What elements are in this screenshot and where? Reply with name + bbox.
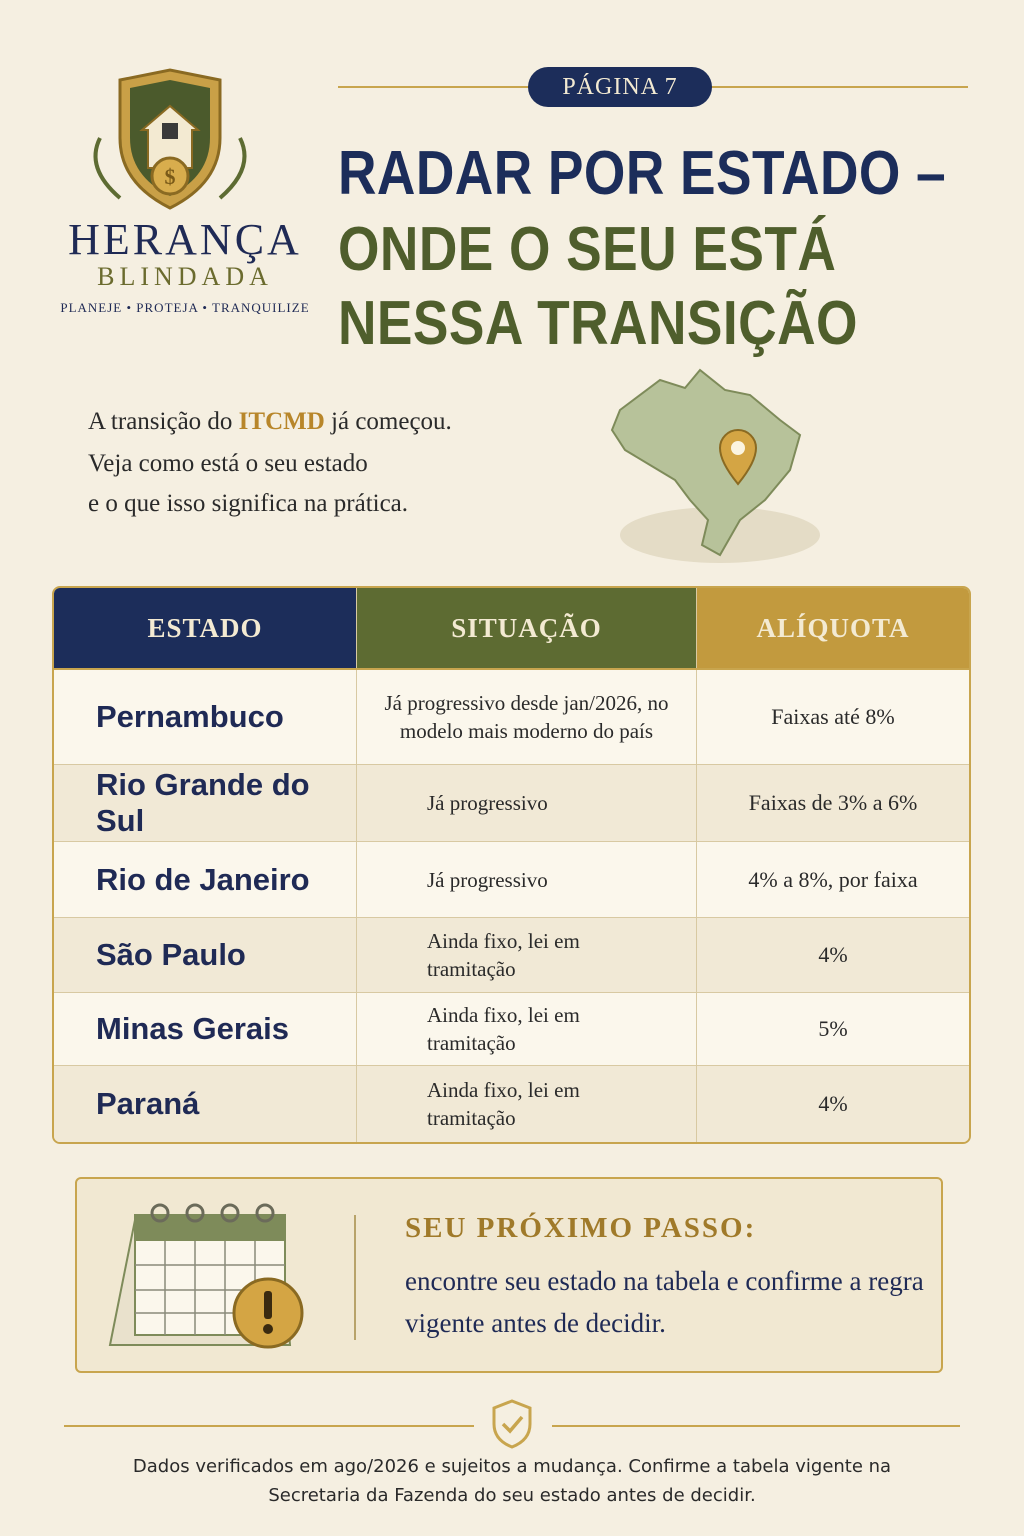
shield-check-icon — [492, 1399, 532, 1449]
rule — [64, 1425, 474, 1427]
table-row: Rio de Janeiro Já progressivo 4% a 8%, por… — [54, 841, 969, 917]
footer-note: Dados verificados em ago/2026 e sujeitos… — [132, 1456, 892, 1506]
divider — [354, 1215, 356, 1340]
logo-emblem: $ — [93, 68, 247, 210]
table-row: Minas Gerais Ainda fixo, lei em tramitaçã… — [54, 992, 969, 1065]
state-name: Rio de Janeiro — [96, 861, 310, 897]
page-badge: PÁGINA 7 — [528, 67, 712, 107]
tagline: PLANEJE • PROTEJA • TRANQUILIZE — [60, 300, 310, 315]
rate: 4% — [818, 1091, 848, 1116]
calendar-icon — [108, 1203, 304, 1349]
svg-text:$: $ — [165, 164, 176, 189]
text: já começou. — [324, 408, 452, 435]
table-row: São Paulo Ainda fixo, lei em tramitação 4% — [54, 917, 969, 992]
status: Já progressivo — [356, 765, 697, 841]
status: Já progressivo — [356, 842, 697, 917]
column-header: ALÍQUOTA — [697, 588, 969, 668]
state-name: São Paulo — [96, 937, 246, 972]
intro-line: e o que isso significa na prática. — [88, 490, 409, 517]
rule — [552, 1425, 960, 1427]
table-row: Paraná Ainda fixo, lei em tramitação 4% — [54, 1065, 969, 1142]
status: Ainda fixo, lei em tramitação — [356, 918, 697, 992]
rate: 4% a 8%, por faixa — [748, 866, 918, 892]
rate: Faixas de 3% a 6% — [748, 790, 918, 815]
text: A transição do — [88, 408, 239, 435]
map-illustration — [610, 368, 820, 563]
state-name: Paraná — [96, 1086, 200, 1121]
brand-name: HERANÇA — [68, 215, 302, 264]
table-row: Pernambuco Já progressivo desde jan/2026,… — [54, 670, 969, 764]
title-line: ONDE O SEU ESTÁ — [338, 215, 837, 284]
brand-subname: BLINDADA — [97, 262, 273, 291]
state-name: Rio Grande do Sul — [96, 767, 310, 838]
header-row: ESTADO SITUAÇÃO ALÍQUOTA — [54, 588, 969, 670]
rate: Faixas até 8% — [771, 704, 895, 729]
state-name: Minas Gerais — [96, 1011, 289, 1046]
table-row: Rio Grande do Sul Já progressivo Faixas de… — [54, 764, 969, 841]
callout-title: SEU PRÓXIMO PASSO: — [405, 1212, 757, 1244]
column-header: ESTADO — [54, 588, 356, 668]
title-line: NESSA TRANSIÇÃO — [338, 289, 858, 358]
callout-text: encontre seu estado na tabela e confirme… — [405, 1266, 924, 1338]
intro-line: Veja como está o seu estado — [88, 450, 368, 477]
rate: 5% — [818, 1016, 848, 1041]
rate: 4% — [818, 942, 848, 967]
state-name: Pernambuco — [96, 699, 284, 734]
state-table: ESTADO SITUAÇÃO ALÍQUOTA Pernambuco Já progr… — [52, 586, 971, 1144]
highlight: ITCMD — [238, 408, 325, 435]
status: Já progressivo desde jan/2026, no modelo… — [356, 670, 697, 764]
intro-line: A transição do ITCMD já começou. — [88, 408, 452, 436]
title-line: RADAR POR ESTADO – — [338, 139, 947, 208]
status: Ainda fixo, lei em tramitação — [356, 1066, 697, 1142]
column-header: SITUAÇÃO — [356, 588, 697, 668]
status: Ainda fixo, lei em tramitação — [356, 993, 697, 1065]
